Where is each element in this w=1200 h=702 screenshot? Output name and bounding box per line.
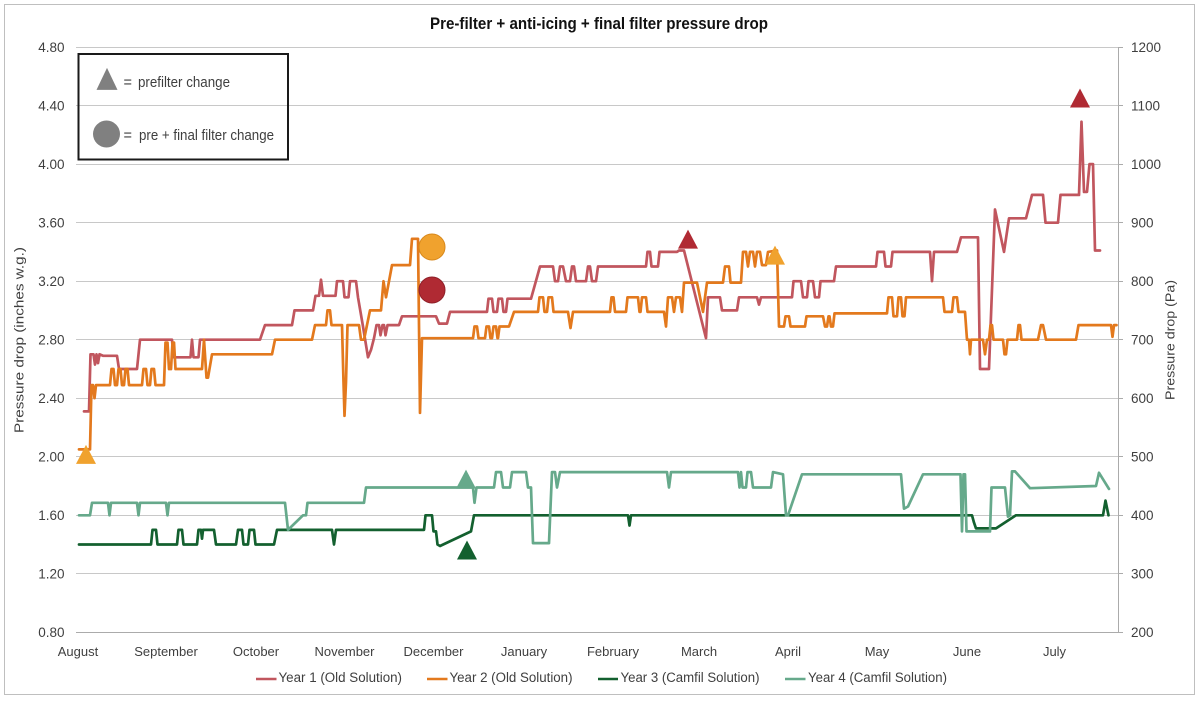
svg-text:Pressure drop (inches w.g.): Pressure drop (inches w.g.)	[12, 247, 27, 433]
svg-text:2.80: 2.80	[38, 332, 64, 347]
svg-text:1.60: 1.60	[38, 508, 64, 523]
svg-text:300: 300	[1131, 567, 1154, 582]
svg-text:700: 700	[1131, 332, 1154, 347]
svg-text:October: October	[233, 644, 280, 659]
svg-text:pre + final filter change: pre + final filter change	[139, 128, 274, 144]
svg-text:April: April	[775, 644, 801, 659]
svg-text:500: 500	[1131, 449, 1154, 464]
svg-text:Pressure drop (Pa): Pressure drop (Pa)	[1163, 280, 1178, 400]
svg-text:September: September	[134, 644, 198, 659]
svg-text:400: 400	[1131, 508, 1154, 523]
svg-text:November: November	[315, 644, 376, 659]
svg-text:4.00: 4.00	[38, 157, 64, 172]
svg-text:4.40: 4.40	[38, 98, 64, 113]
svg-text:3.60: 3.60	[38, 215, 64, 230]
svg-text:2.00: 2.00	[38, 449, 64, 464]
svg-text:900: 900	[1131, 215, 1154, 230]
svg-text:1200: 1200	[1131, 40, 1161, 55]
svg-text:Year 3 (Camfil Solution): Year 3 (Camfil Solution)	[621, 670, 760, 685]
svg-text:3.20: 3.20	[38, 274, 64, 289]
svg-text:800: 800	[1131, 274, 1154, 289]
svg-text:February: February	[587, 644, 640, 659]
svg-text:Year 4 (Camfil Solution): Year 4 (Camfil Solution)	[808, 670, 947, 685]
svg-text:December: December	[404, 644, 465, 659]
svg-text:600: 600	[1131, 391, 1154, 406]
svg-text:1100: 1100	[1131, 98, 1160, 113]
svg-text:=: =	[124, 75, 132, 91]
svg-text:January: January	[501, 644, 548, 659]
svg-text:200: 200	[1131, 625, 1154, 640]
svg-text:June: June	[953, 644, 981, 659]
svg-text:2.40: 2.40	[38, 391, 64, 406]
svg-text:Year 1 (Old Solution): Year 1 (Old Solution)	[279, 670, 403, 685]
svg-text:1000: 1000	[1131, 157, 1161, 172]
svg-text:Pre-filter + anti-icing + fina: Pre-filter + anti-icing + final filter p…	[430, 15, 768, 33]
svg-text:=: =	[124, 128, 132, 144]
svg-text:March: March	[681, 644, 717, 659]
svg-text:May: May	[865, 644, 890, 659]
svg-text:0.80: 0.80	[38, 625, 64, 640]
svg-text:August: August	[58, 644, 99, 659]
svg-text:July: July	[1043, 644, 1067, 659]
svg-text:1.20: 1.20	[38, 567, 64, 582]
svg-text:4.80: 4.80	[38, 40, 64, 55]
svg-text:prefilter change: prefilter change	[138, 75, 230, 91]
svg-text:Year 2 (Old Solution): Year 2 (Old Solution)	[450, 670, 573, 685]
